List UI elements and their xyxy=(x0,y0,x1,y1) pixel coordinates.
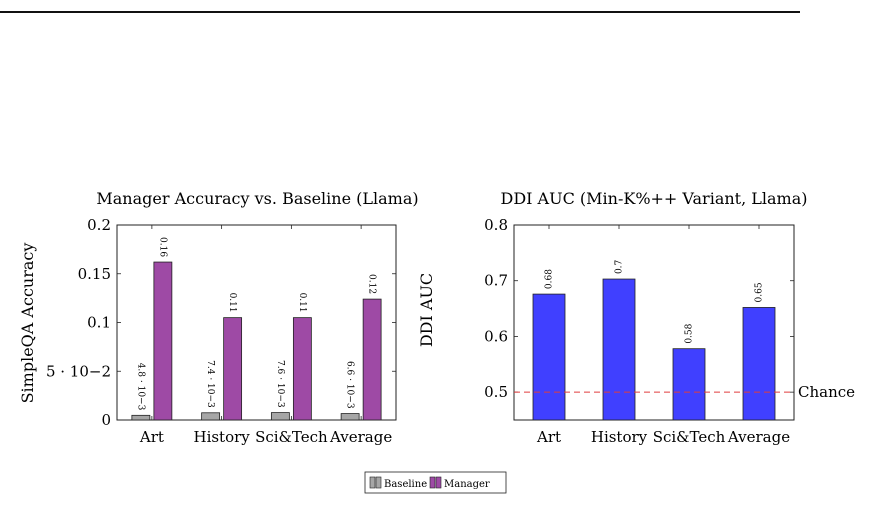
left-bar-manager xyxy=(292,317,312,421)
legend-swatch-manager xyxy=(429,476,436,489)
left-data-label: 4.8 · 10−3 xyxy=(135,363,145,411)
right-x-tick-label: Average xyxy=(727,428,790,446)
left-bar-baseline xyxy=(270,412,290,421)
left-data-label: 0.11 xyxy=(227,293,237,313)
right-x-tick-label: Art xyxy=(536,428,561,446)
legend-label-baseline: Baseline xyxy=(384,479,427,490)
right-x-tick-label: Sci&Tech xyxy=(653,428,726,446)
left-data-label: 7.6 · 10−3 xyxy=(275,360,285,408)
left-bar-manager xyxy=(362,298,382,421)
right-y-tick-label: 0.5 xyxy=(484,383,508,401)
left-y-tick-label: 0.15 xyxy=(78,265,111,283)
right-data-label: 0.65 xyxy=(755,282,765,302)
left-bar-baseline xyxy=(340,413,360,421)
legend-swatch-manager xyxy=(435,476,442,489)
left-x-tick-label: Art xyxy=(139,428,164,446)
left-x-tick-label: Average xyxy=(329,428,392,446)
right-y-tick-label: 0.6 xyxy=(484,327,508,345)
left-bar-manager xyxy=(153,261,173,421)
right-chart-title: DDI AUC (Min-K%++ Variant, Llama) xyxy=(500,189,807,208)
left-y-tick-label: 0.2 xyxy=(87,216,111,234)
right-bar xyxy=(602,278,636,421)
right-data-label: 0.58 xyxy=(685,323,695,343)
right-plot-frame xyxy=(513,224,795,421)
left-data-label: 0.16 xyxy=(157,237,167,257)
right-y-tick-label: 0.7 xyxy=(484,272,508,290)
right-x-tick-label: History xyxy=(591,428,648,446)
legend-box xyxy=(364,471,507,494)
left-x-tick-label: History xyxy=(193,428,250,446)
left-bar-manager xyxy=(223,317,243,421)
left-y-axis-label: SimpleQA Accuracy xyxy=(18,243,37,404)
chance-label: Chance xyxy=(798,383,855,401)
right-y-axis-label: DDI AUC xyxy=(417,273,436,347)
right-bar xyxy=(742,307,776,421)
legend-swatch-baseline xyxy=(369,476,376,489)
right-bar xyxy=(532,293,566,421)
right-data-label: 0.68 xyxy=(545,269,555,289)
left-y-tick-label: 0.1 xyxy=(87,314,111,332)
left-data-label: 0.11 xyxy=(297,293,307,313)
legend-swatch-baseline xyxy=(375,476,382,489)
left-y-tick-label: 0 xyxy=(101,411,111,429)
left-y-tick-label: 5 · 10−2 xyxy=(46,362,111,380)
legend-label-manager: Manager xyxy=(444,479,490,490)
left-data-label: 7.4 · 10−3 xyxy=(205,360,215,408)
left-x-tick-label: Sci&Tech xyxy=(255,428,328,446)
top-rule xyxy=(0,11,800,13)
left-bar-baseline xyxy=(131,414,151,421)
right-bar xyxy=(672,348,706,421)
right-y-tick-label: 0.8 xyxy=(484,216,508,234)
left-chart-title: Manager Accuracy vs. Baseline (Llama) xyxy=(96,189,418,208)
right-data-label: 0.7 xyxy=(615,259,625,274)
left-data-label: 6.6 · 10−3 xyxy=(345,361,355,409)
left-data-label: 0.12 xyxy=(367,274,377,294)
left-bar-baseline xyxy=(201,412,221,421)
